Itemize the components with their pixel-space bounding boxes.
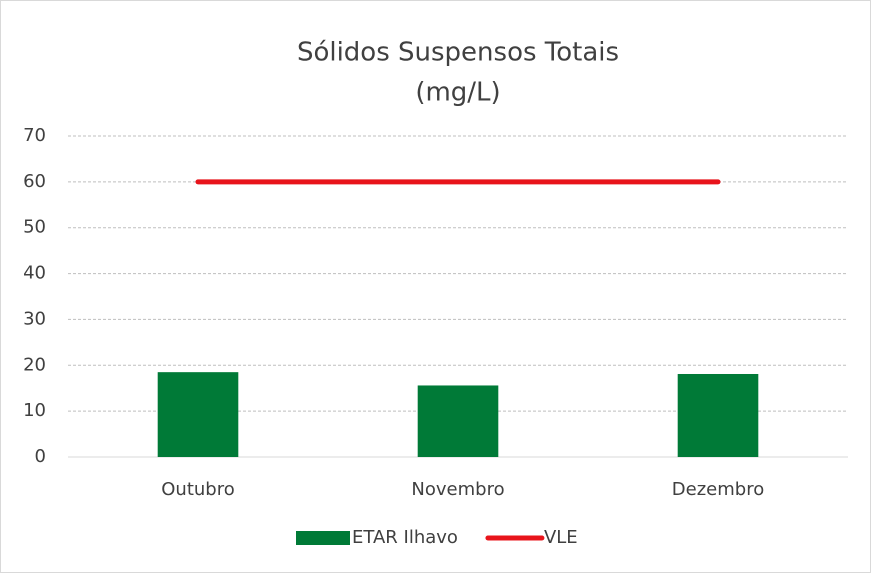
bar <box>157 372 239 457</box>
x-tick-label: Novembro <box>411 479 504 500</box>
legend-swatch <box>296 531 350 545</box>
y-tick-label: 10 <box>23 400 46 421</box>
chart-title: (mg/L) <box>415 78 500 108</box>
y-tick-label: 50 <box>23 217 46 238</box>
legend-label: VLE <box>544 527 578 548</box>
y-tick-label: 40 <box>23 263 46 284</box>
x-tick-label: Outubro <box>161 479 235 500</box>
x-tick-label: Dezembro <box>672 479 764 500</box>
y-tick-label: 70 <box>23 125 46 146</box>
y-tick-label: 0 <box>35 446 46 467</box>
y-tick-label: 30 <box>23 308 46 329</box>
bar <box>677 373 759 457</box>
chart-title: Sólidos Suspensos Totais <box>297 38 619 68</box>
bar <box>417 385 499 457</box>
legend-label: ETAR Ilhavo <box>352 527 458 548</box>
y-tick-label: 20 <box>23 354 46 375</box>
y-tick-label: 60 <box>23 171 46 192</box>
